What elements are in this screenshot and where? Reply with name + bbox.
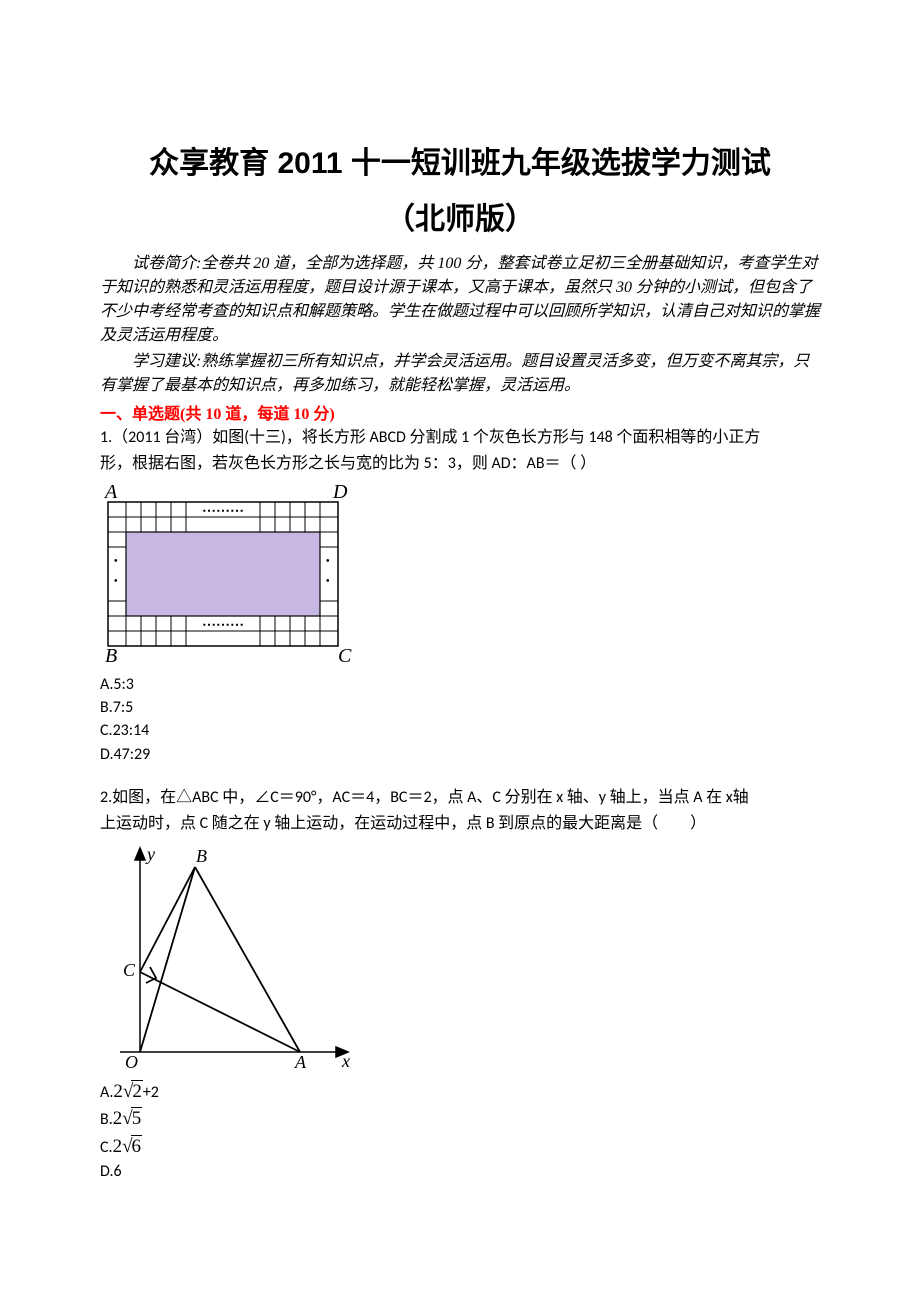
- fig1-label-c: C: [338, 645, 352, 667]
- svg-text:•: •: [326, 556, 330, 567]
- fig2-axes: [120, 848, 348, 1057]
- q2-option-b: B.25: [100, 1105, 820, 1133]
- fig1-label-b: B: [105, 645, 117, 667]
- svg-text:•: •: [326, 576, 330, 587]
- fig2-label-x: x: [341, 1051, 350, 1071]
- page-title-line2: （北师版）: [100, 196, 820, 244]
- question-2-figure: y x O C B A: [100, 842, 820, 1072]
- q2-option-d: D.6: [100, 1160, 820, 1183]
- svg-text:•: •: [114, 576, 118, 587]
- question-2-stem-line1: 2.如图，在△ABC 中，∠C＝90°，AC＝4，BC＝2，点 A、C 分别在 …: [100, 786, 820, 810]
- q2-option-c: C.26: [100, 1133, 820, 1161]
- intro-paragraph-2: 学习建议:熟练掌握初三所有知识点，并学会灵活运用。题目设置灵活多变，但万变不离其…: [100, 350, 820, 398]
- question-1-figure: A D B C ⋯⋯⋯: [100, 482, 820, 667]
- fig2-label-o: O: [125, 1052, 138, 1072]
- fig2-triangle: [140, 867, 300, 1052]
- fig2-label-c: C: [123, 960, 136, 980]
- fig2-label-a: A: [294, 1052, 307, 1072]
- page-title-line1: 众享教育 2011 十一短训班九年级选拔学力测试: [100, 140, 820, 188]
- section-header: 一、单选题(共 10 道，每道 10 分): [100, 400, 820, 424]
- question-1-stem-line1: 1.（2011 台湾）如图(十三)，将长方形 ABCD 分割成 1 个灰色长方形…: [100, 426, 820, 450]
- svg-text:⋯⋯⋯: ⋯⋯⋯: [202, 618, 244, 633]
- q1-option-b: B.7:5: [100, 696, 820, 719]
- intro-paragraph-1: 试卷简介:全卷共 20 道，全部为选择题，共 100 分，整套试卷立足初三全册基…: [100, 252, 820, 348]
- svg-text:⋯⋯⋯: ⋯⋯⋯: [202, 504, 244, 519]
- q2-option-a: A.22+2: [100, 1078, 820, 1106]
- question-2-stem-line2: 上运动时，点 C 随之在 y 轴上运动，在运动过程中，点 B 到原点的最大距离是…: [100, 812, 820, 836]
- svg-text:•: •: [114, 556, 118, 567]
- q1-option-a: A.5:3: [100, 673, 820, 696]
- fig1-grid: ⋯⋯⋯ ⋯⋯⋯ • • •: [108, 502, 338, 646]
- fig1-label-d: D: [332, 482, 348, 503]
- fig2-label-y: y: [145, 844, 155, 864]
- fig2-label-b: B: [196, 846, 207, 866]
- fig1-label-a: A: [103, 482, 118, 503]
- q1-option-c: C.23:14: [100, 719, 820, 742]
- question-1-stem-line2: 形，根据右图，若灰色长方形之长与宽的比为 5：3，则 AD：AB＝（ ）: [100, 452, 820, 476]
- q1-option-d: D.47:29: [100, 743, 820, 766]
